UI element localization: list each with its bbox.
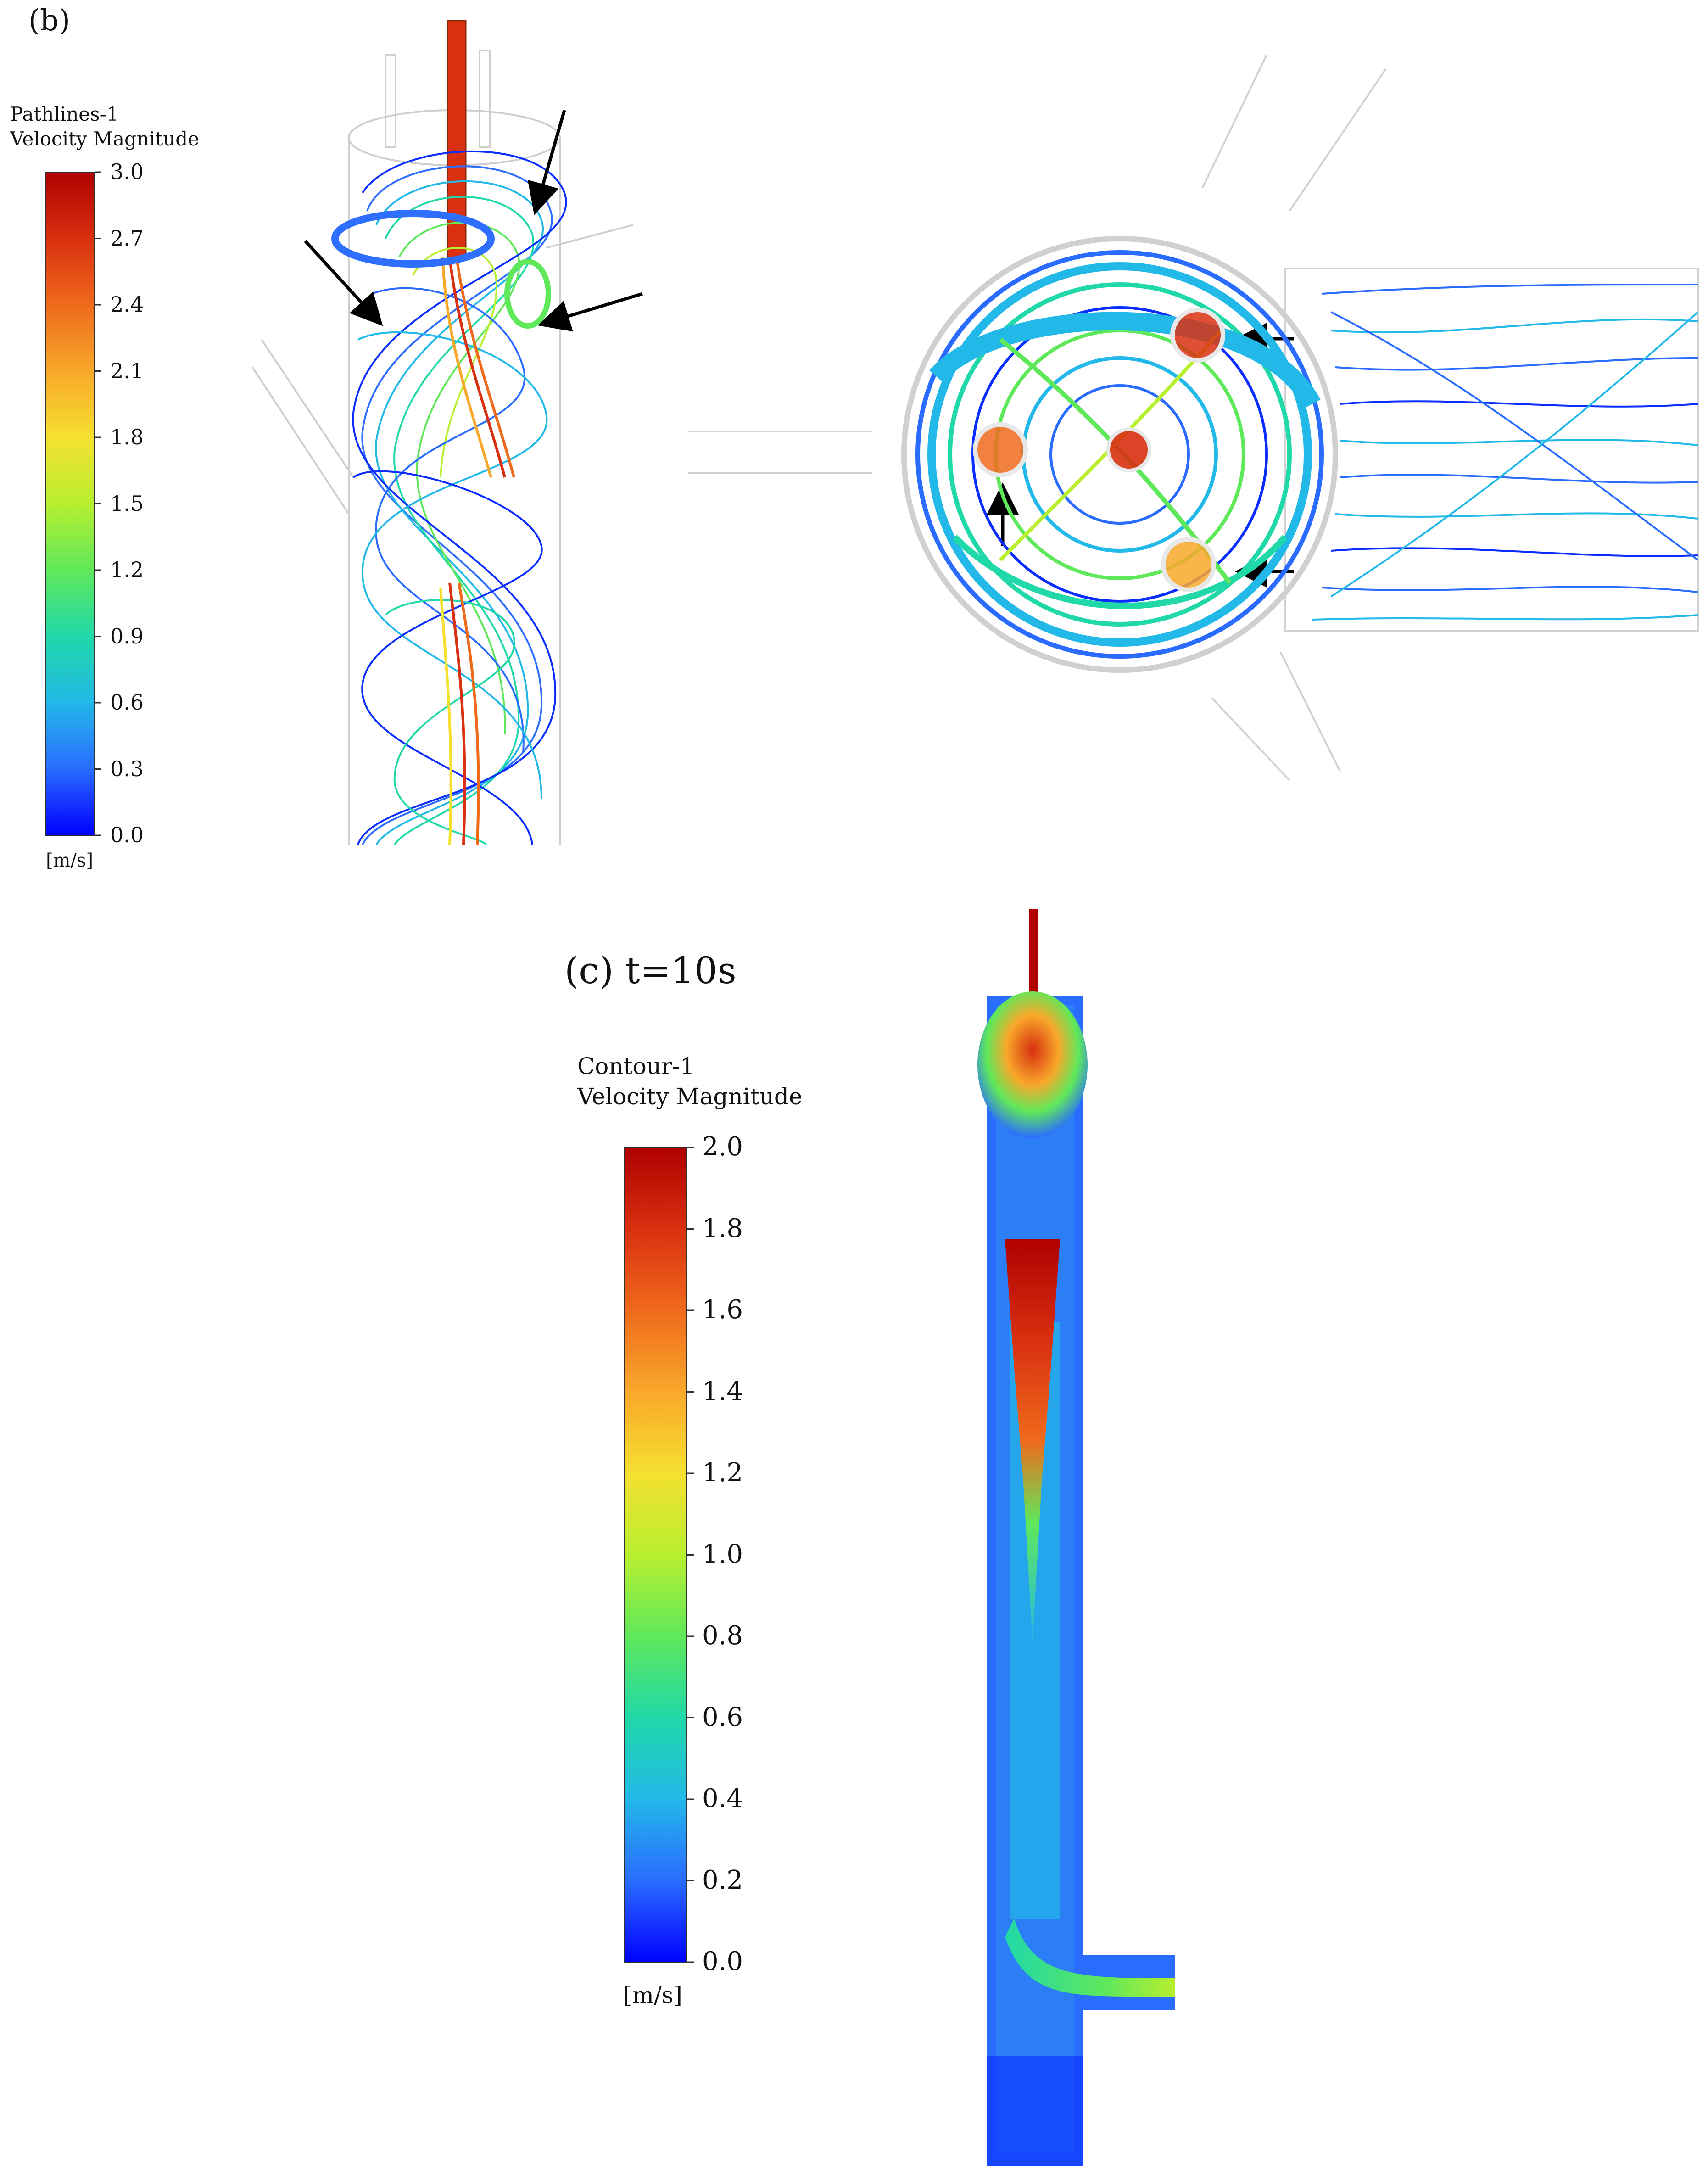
- arrow-top-vortex: [527, 110, 566, 215]
- pathlines-top-view: [688, 55, 1699, 781]
- arrow-left-vortex: [304, 240, 383, 326]
- colorbar-tick-label: 3.0: [110, 159, 144, 184]
- outlet-streamlines: [1312, 284, 1699, 621]
- legend-c-title: Contour-1 Velocity Magnitude: [577, 1051, 803, 1112]
- colorbar-tick-label: 0.2: [702, 1865, 743, 1895]
- colorbar-tick-label: 2.4: [110, 292, 144, 317]
- circular-flow: [915, 250, 1324, 659]
- legend-b-title-line1: Pathlines-1: [10, 103, 119, 125]
- panel-c-label: (c) t=10s: [564, 949, 737, 992]
- colorbar-tick-label: 1.8: [702, 1213, 743, 1243]
- colorbar-tick-label: 0.0: [110, 823, 144, 847]
- colorbar-tick-label: 2.1: [110, 358, 144, 383]
- colorbar-tick-label: 1.2: [110, 557, 144, 582]
- colorbar-tick-label: 1.4: [702, 1376, 743, 1406]
- side-vortex: [504, 259, 551, 329]
- outlet-flow: [1005, 1919, 1175, 1997]
- colorbar-tick-label: 0.6: [702, 1702, 743, 1732]
- legend-c-colorbar: [624, 1147, 694, 1963]
- colorbar-tick-label: 1.0: [702, 1539, 743, 1569]
- pathlines-side-view: [251, 20, 634, 845]
- nozzle-hotspots: [973, 308, 1225, 592]
- colorbar-tick-label: 0.0: [702, 1947, 743, 1976]
- colorbar-tick-label: 0.6: [110, 690, 144, 715]
- colorbar-tick-label: 1.6: [702, 1295, 743, 1325]
- legend-b-colorbar: [45, 171, 101, 836]
- arrow-right-vortex: [537, 292, 643, 332]
- colorbar-tick-label: 1.2: [702, 1458, 743, 1488]
- inlet-jet: [1029, 909, 1038, 1001]
- legend-b-unit: [m/s]: [46, 850, 94, 871]
- panel-b-label: (b): [28, 4, 70, 38]
- cylinder-wall: [901, 236, 1338, 673]
- colorbar-tick-label: 2.0: [702, 1132, 743, 1162]
- colorbar-tick-label: 1.8: [110, 425, 144, 449]
- high-velocity-jets: [439, 257, 515, 845]
- top-swirl: [331, 210, 495, 268]
- colorbar-tick-label: 2.7: [110, 225, 144, 251]
- legend-b-title: Pathlines-1 Velocity Magnitude: [10, 102, 199, 151]
- colorbar-tick-label: 0.8: [702, 1621, 743, 1651]
- colorbar-tick-label: 0.9: [110, 623, 144, 649]
- legend-c-title-line1: Contour-1: [577, 1053, 695, 1080]
- legend-b-title-line2: Velocity Magnitude: [10, 128, 200, 150]
- colorbar-tick-label: 0.3: [110, 756, 144, 781]
- legend-c-tick-marks: [687, 1147, 694, 1963]
- legend-c-title-line2: Velocity Magnitude: [577, 1083, 803, 1110]
- legend-c-unit: [m/s]: [623, 1982, 682, 2009]
- velocity-contour: [977, 909, 1175, 2166]
- top-recirculation: [977, 991, 1088, 1138]
- lower-jet: [1005, 1239, 1060, 1643]
- colorbar-tick-label: 1.5: [110, 491, 144, 516]
- colorbar-tick-label: 0.4: [702, 1784, 743, 1813]
- top-view-geometry: [688, 55, 1699, 781]
- legend-b-tick-marks: [95, 171, 101, 836]
